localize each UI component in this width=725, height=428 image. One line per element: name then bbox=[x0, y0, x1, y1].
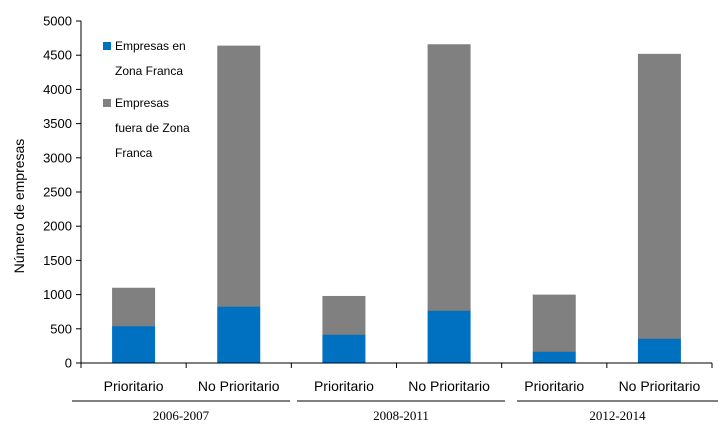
group-label: 2008-2011 bbox=[373, 408, 429, 423]
group-labels: 2006-2007 2008-2011 2012-2014 bbox=[72, 400, 718, 423]
y-tick-label: 3500 bbox=[43, 116, 72, 131]
bar-fuera-zona-franca bbox=[217, 45, 261, 307]
legend-label: Empresas en Zona Franca bbox=[115, 39, 186, 78]
bar-zona-franca bbox=[322, 334, 366, 363]
group-label: 2012-2014 bbox=[589, 408, 646, 423]
y-tick-label: 2000 bbox=[43, 219, 72, 234]
y-tick-label: 1500 bbox=[43, 253, 72, 268]
y-tick-label: 2500 bbox=[43, 185, 72, 200]
y-tick-label: 0 bbox=[65, 356, 72, 371]
bar-fuera-zona-franca bbox=[427, 44, 471, 311]
category-label: No Prioritario bbox=[198, 378, 280, 394]
y-axis-label: Número de empresas bbox=[11, 139, 27, 274]
bar-fuera-zona-franca bbox=[637, 53, 681, 339]
bar-zona-franca bbox=[532, 351, 576, 363]
x-axis: Prioritario No Prioritario Prioritario No P… bbox=[80, 362, 713, 394]
category-label: No Prioritario bbox=[619, 378, 701, 394]
y-tick-label: 5000 bbox=[43, 14, 72, 29]
category-label: Prioritario bbox=[524, 378, 584, 394]
y-tick-label: 1000 bbox=[43, 287, 72, 302]
legend-swatch bbox=[103, 42, 111, 50]
bar-fuera-zona-franca bbox=[112, 287, 156, 327]
bar-fuera-zona-franca bbox=[322, 295, 366, 335]
category-label: Prioritario bbox=[314, 378, 374, 394]
category-label: No Prioritario bbox=[408, 378, 490, 394]
category-label: Prioritario bbox=[104, 378, 164, 394]
y-axis: 0 500 1000 1500 2000 2500 3000 3500 4000 4500 5000 bbox=[43, 14, 82, 371]
bars bbox=[112, 44, 681, 363]
bar-zona-franca bbox=[112, 326, 156, 363]
bar-zona-franca bbox=[427, 310, 471, 363]
legend-swatch bbox=[103, 99, 111, 107]
legend: Empresas en Zona Franca Empresas fuera de Z… bbox=[103, 39, 190, 160]
y-tick-label: 500 bbox=[50, 321, 72, 336]
bar-zona-franca bbox=[637, 338, 681, 363]
y-tick-label: 4000 bbox=[43, 82, 72, 97]
bar-zona-franca bbox=[217, 306, 261, 363]
y-tick-label: 3000 bbox=[43, 150, 72, 165]
bar-fuera-zona-franca bbox=[532, 294, 576, 352]
y-tick-label: 4500 bbox=[43, 48, 72, 63]
group-label: 2006-2007 bbox=[153, 408, 210, 423]
legend-label: Empresas fuera de Zona Franca bbox=[115, 96, 190, 160]
